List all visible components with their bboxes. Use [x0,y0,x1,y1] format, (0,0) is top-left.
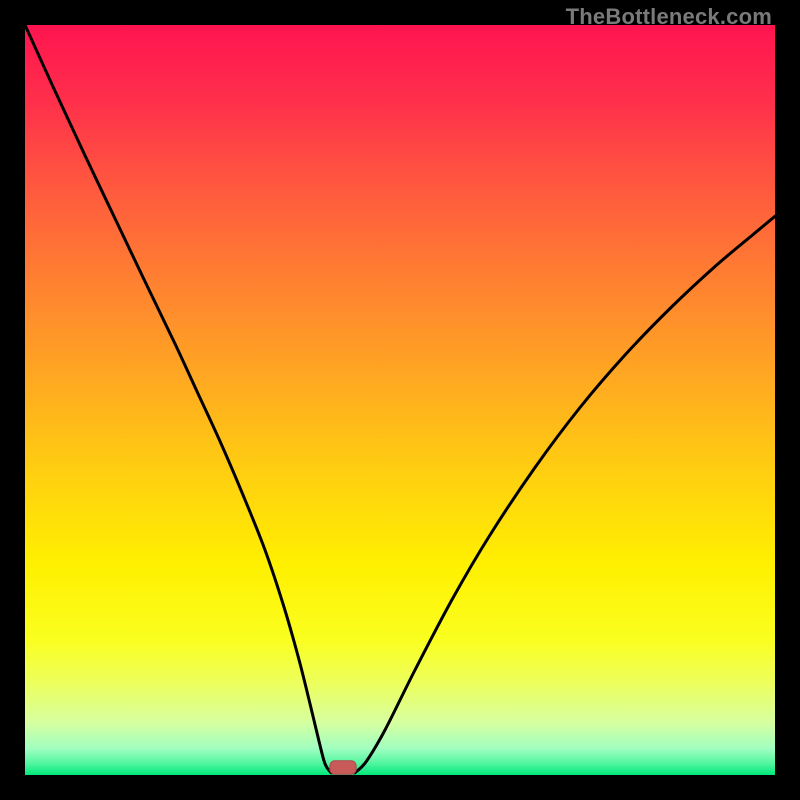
curve-layer [25,25,775,775]
chart-frame: TheBottleneck.com [0,0,800,800]
plot-area [25,25,775,775]
bottleneck-curve [25,25,775,773]
dip-marker [330,761,356,775]
